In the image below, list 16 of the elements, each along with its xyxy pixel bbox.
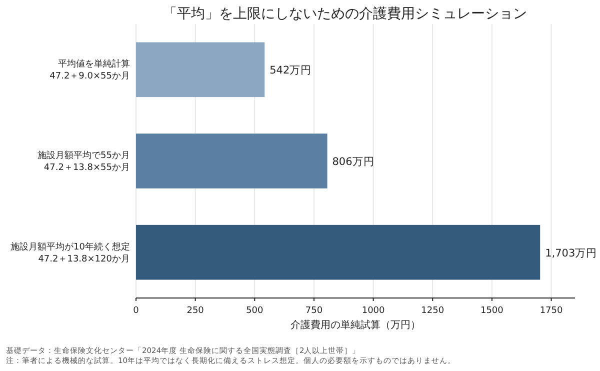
y-tick-label: 施設月額平均で55か月 47.2＋13.8×55か月 (38, 150, 130, 173)
x-tick-label: 250 (186, 306, 204, 316)
data-label: 806万円 (332, 156, 374, 168)
x-tick-label: 0 (133, 306, 140, 316)
data-label: 1,703万円 (545, 247, 598, 260)
y-tick-label: 施設月額平均が10年続く想定 47.2＋13.8×120か月 (10, 241, 130, 264)
chart-title: 「平均」を上限にしないための介護費用シミュレーション (163, 6, 527, 22)
x-axis-title: 介護費用の単純試算（万円） (290, 319, 420, 331)
x-tick-label: 1750 (540, 306, 563, 316)
data-label: 542万円 (270, 64, 312, 77)
x-tick-label: 1250 (421, 306, 444, 316)
y-tick-label: 平均値を単純計算 47.2＋9.0×55か月 (50, 58, 130, 82)
x-tick-label: 1500 (480, 306, 504, 316)
x-tick-label: 500 (246, 306, 264, 316)
x-tick-label: 750 (305, 306, 323, 316)
x-tick-label: 1000 (362, 306, 386, 316)
